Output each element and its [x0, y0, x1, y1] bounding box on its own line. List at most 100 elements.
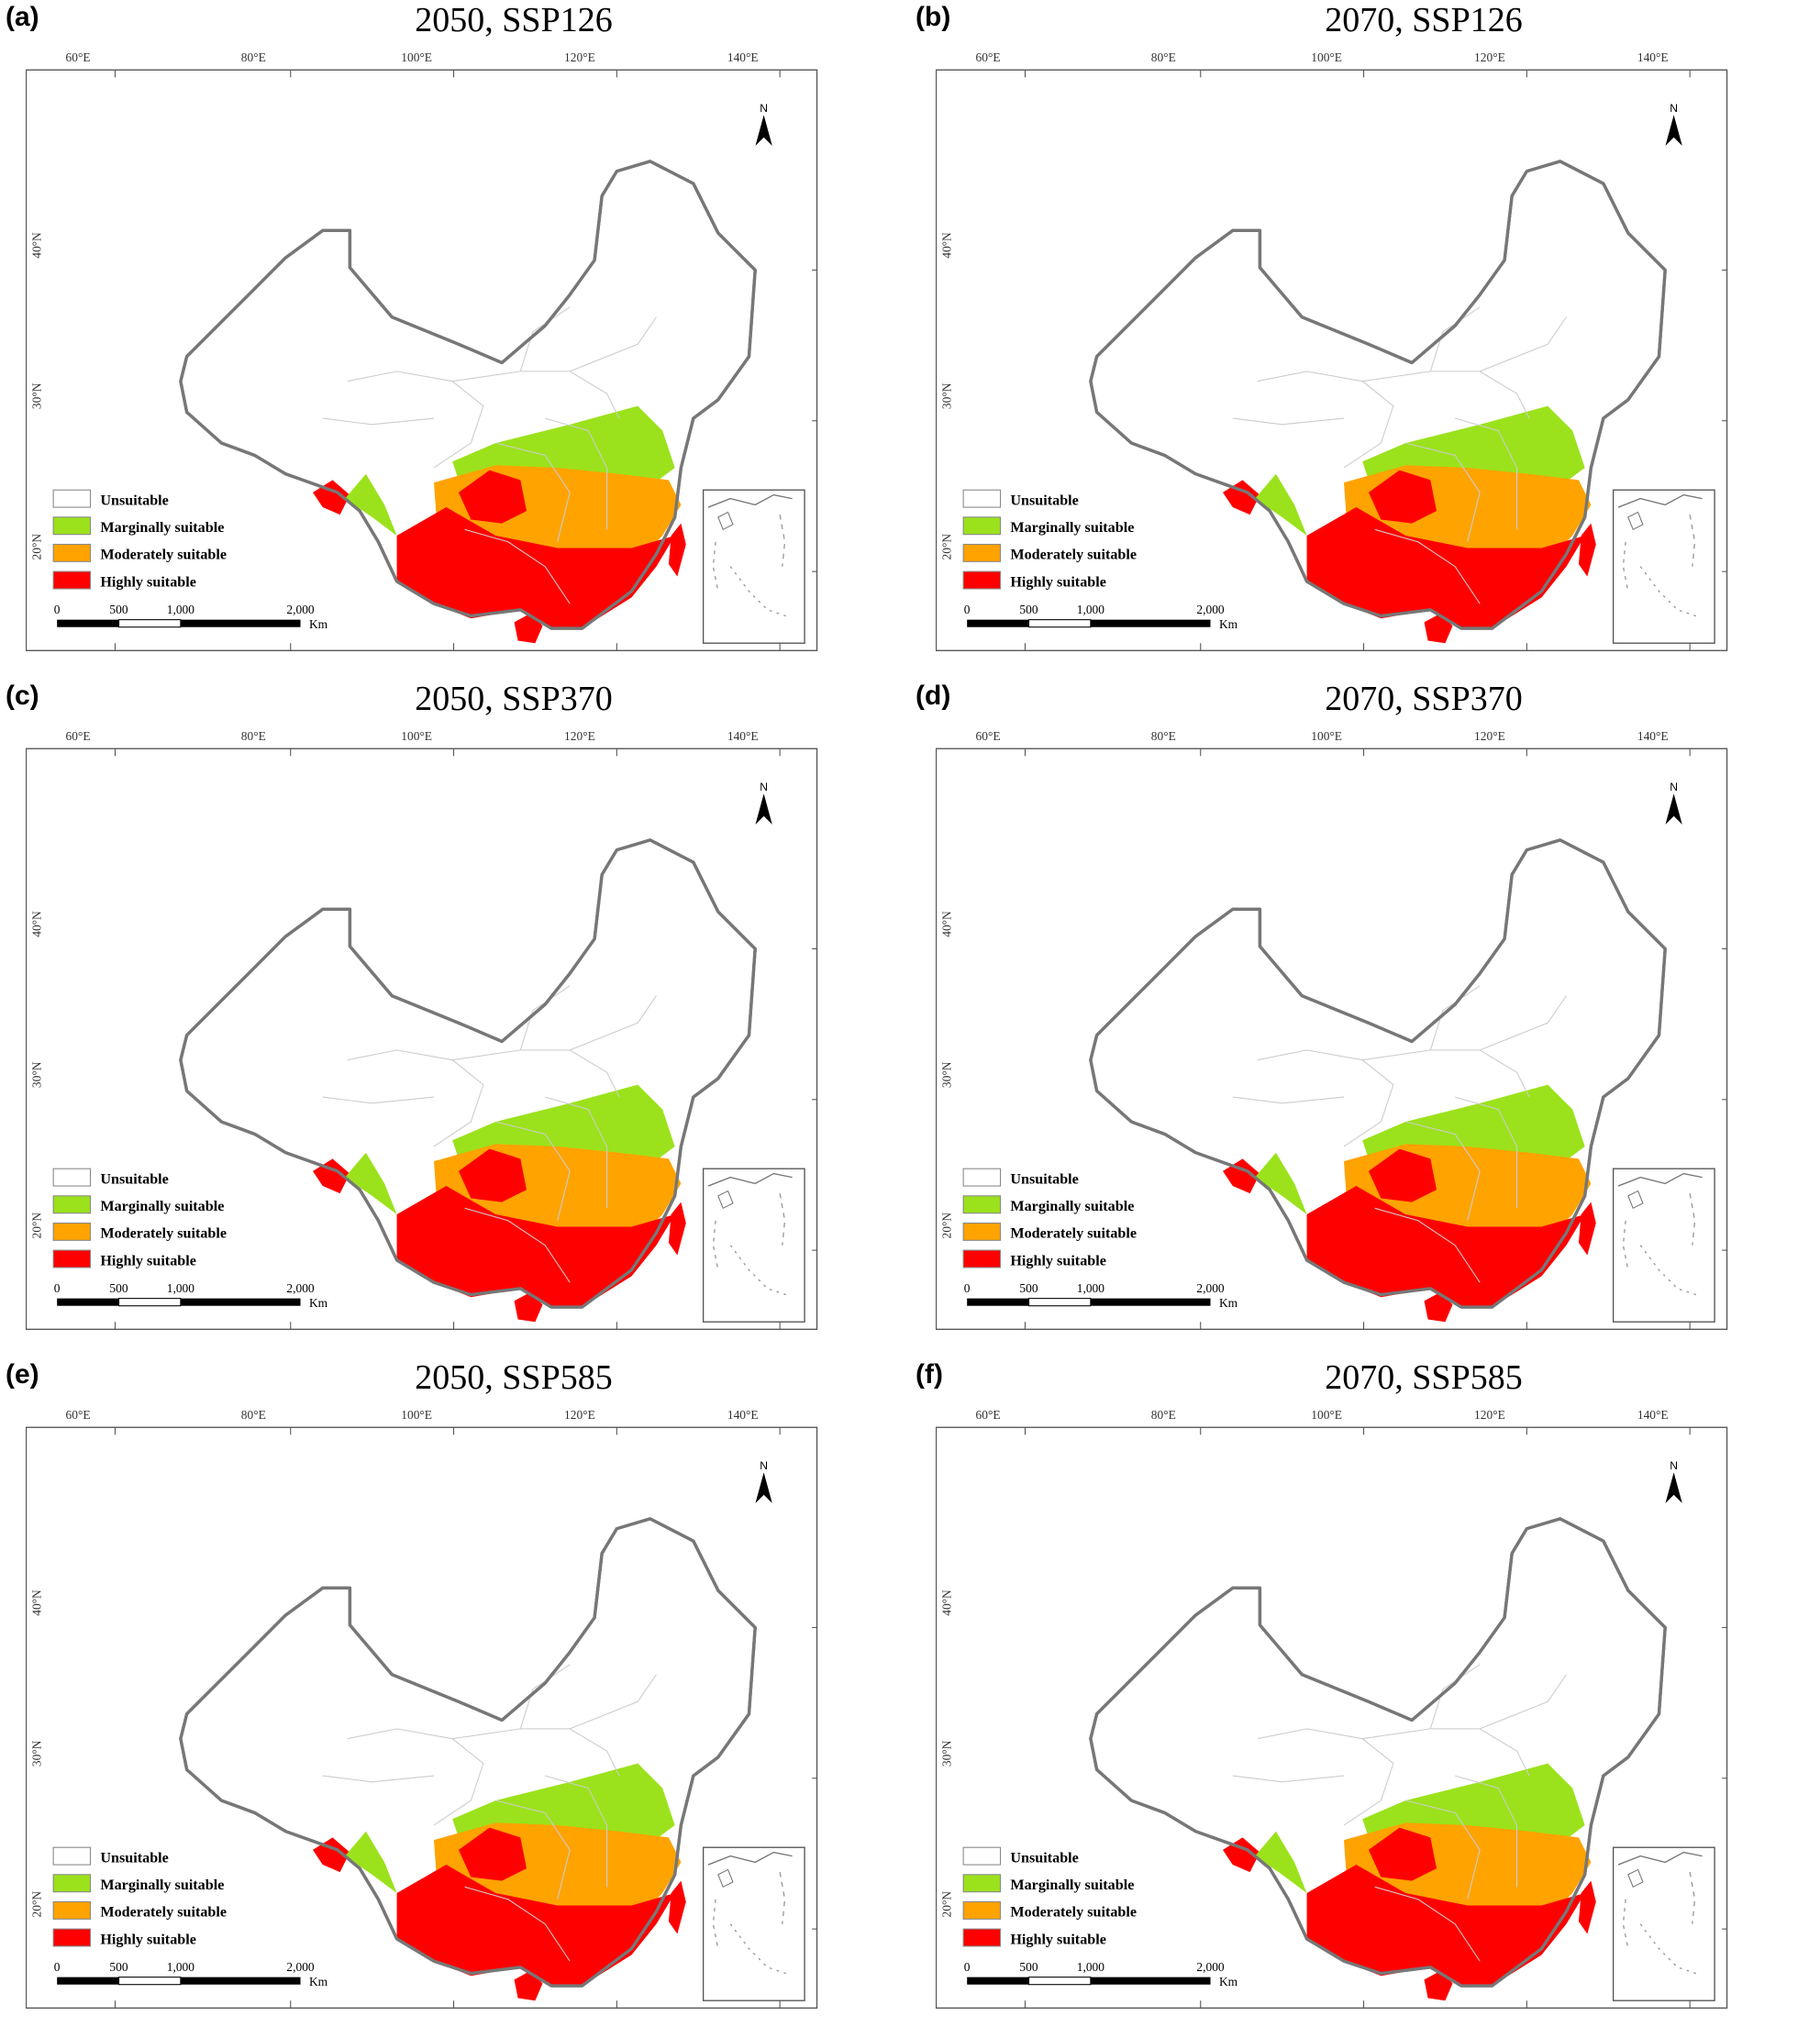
province-boundary — [1374, 528, 1481, 604]
china-map: 60°E 80°E 100°E 120°E 140°E 40°N 30°N 20°N N Unsu… — [26, 729, 818, 1330]
longitude-label: 140°E — [1637, 50, 1669, 64]
marginally-suitable-zone — [345, 473, 397, 537]
scale-tick-label: 1,000 — [167, 603, 195, 616]
highly-suitable-zone — [458, 470, 527, 524]
panel-letter: (d) — [916, 681, 951, 711]
south-china-sea-inset — [1612, 1846, 1715, 2001]
longitude-label: 100°E — [401, 729, 432, 743]
latitude-label: 20°N — [940, 534, 954, 560]
scale-tick-label: 500 — [1019, 1960, 1038, 1974]
taiwan-island — [668, 1880, 686, 1934]
scale-bar-segment — [1027, 619, 1092, 628]
scale-bar-segment — [1027, 1298, 1092, 1307]
legend-swatch — [52, 1168, 92, 1187]
legend-swatch — [962, 1900, 1002, 1920]
latitude-label: 30°N — [30, 382, 44, 409]
marginally-suitable-zone — [1255, 473, 1307, 537]
marginally-suitable-zone — [345, 1152, 397, 1215]
province-boundary — [545, 417, 608, 530]
longitude-label: 100°E — [1311, 50, 1342, 64]
province-boundary — [1257, 1728, 1394, 1826]
province-boundary — [1479, 1674, 1567, 1730]
taiwan-island — [668, 523, 686, 577]
province-boundary — [1479, 995, 1567, 1051]
north-arrow-icon — [755, 793, 772, 825]
legend-label: Unsuitable — [1010, 1171, 1079, 1187]
scale-unit-label: Km — [1219, 617, 1238, 631]
highly-suitable-zone — [396, 1865, 675, 1987]
panel-letter: (b) — [916, 2, 951, 32]
highly-suitable-zone — [1223, 1837, 1260, 1873]
legend-swatch — [962, 516, 1002, 536]
marginally-suitable-zone — [1255, 1831, 1307, 1894]
longitude-label: 120°E — [564, 50, 595, 64]
south-china-sea-inset — [702, 1168, 805, 1323]
province-boundary — [1232, 1775, 1345, 1783]
province-boundary — [495, 1121, 571, 1221]
scale-tick-label: 500 — [109, 1281, 128, 1295]
inset-dashed-line — [729, 1245, 787, 1296]
scale-tick-label: 0 — [964, 1960, 971, 1974]
latitude-label: 30°N — [30, 1061, 44, 1088]
scale-tick-label: 500 — [1019, 603, 1038, 616]
legend-label: Moderately suitable — [100, 548, 227, 563]
inset-coastline — [1617, 1172, 1703, 1187]
panel-title: 2070, SSP126 — [1325, 1, 1523, 39]
legend-label: Highly suitable — [1010, 574, 1106, 590]
inset-island — [1627, 1190, 1644, 1210]
legend-swatch — [962, 1249, 1002, 1268]
legend-label: Unsuitable — [1010, 493, 1079, 508]
province-boundary — [569, 316, 657, 372]
hainan-island — [1424, 1970, 1453, 2001]
province-boundary — [1362, 1049, 1530, 1098]
legend-label: Highly suitable — [1010, 1253, 1106, 1268]
highly-suitable-zone — [1368, 470, 1437, 524]
map-panel: (b) 2070, SSP126 60°E 80°E 100°E 120°E 140°E 40… — [910, 0, 1820, 670]
longitude-label: 60°E — [66, 1408, 91, 1422]
province-boundary — [1362, 371, 1530, 419]
scale-bar-segment — [57, 1298, 119, 1306]
china-map: 60°E 80°E 100°E 120°E 140°E 40°N 30°N 20°N N Unsu… — [936, 729, 1728, 1330]
inset-dashed-line — [729, 566, 787, 617]
inset-dashed-line — [779, 515, 786, 567]
scale-tick-label: 1,000 — [167, 1960, 195, 1974]
china-outline — [1089, 1517, 1667, 1988]
south-china-sea-inset — [1612, 1168, 1715, 1323]
province-boundary — [1232, 1096, 1345, 1104]
inset-coastline — [1617, 493, 1703, 508]
scale-tick-label: 2,000 — [286, 603, 315, 616]
longitude-label: 120°E — [1474, 50, 1505, 64]
province-boundary — [322, 417, 435, 426]
china-map: 60°E 80°E 100°E 120°E 140°E 40°N 30°N 20°N N Unsu… — [26, 1408, 818, 2009]
province-boundary — [495, 1800, 571, 1900]
highly-suitable-zone — [313, 480, 350, 515]
inset-dashed-line — [1689, 1872, 1696, 1924]
longitude-label: 100°E — [1311, 1408, 1342, 1422]
longitude-label: 140°E — [727, 1408, 759, 1422]
china-outline — [1089, 160, 1667, 630]
scale-bar-segment — [1090, 1977, 1211, 1985]
south-china-sea-inset — [1612, 489, 1715, 644]
north-arrow-label: N — [760, 781, 768, 793]
hainan-island — [1424, 613, 1453, 644]
inset-island — [1627, 1868, 1644, 1889]
scale-bar-segment — [1090, 619, 1211, 627]
north-arrow-icon — [755, 1472, 772, 1503]
legend-label: Highly suitable — [100, 574, 196, 590]
latitude-label: 20°N — [940, 1213, 954, 1239]
scale-bar-segment — [180, 1298, 301, 1306]
panel-title: 2070, SSP585 — [1325, 1358, 1523, 1397]
legend-swatch — [52, 1928, 92, 1947]
legend-swatch — [962, 1222, 1002, 1241]
scale-unit-label: Km — [309, 1296, 328, 1310]
highly-suitable-zone — [396, 1186, 675, 1308]
china-outline — [179, 838, 757, 1309]
scale-tick-label: 1,000 — [1077, 603, 1105, 616]
highly-suitable-zone — [1223, 480, 1260, 515]
latitude-label: 40°N — [940, 1589, 954, 1616]
province-boundary — [1455, 1775, 1518, 1888]
legend-label: Highly suitable — [100, 1253, 196, 1268]
scale-tick-label: 1,000 — [1077, 1960, 1105, 1974]
north-arrow-label: N — [1670, 1459, 1678, 1472]
scale-tick-label: 2,000 — [1196, 1281, 1225, 1295]
